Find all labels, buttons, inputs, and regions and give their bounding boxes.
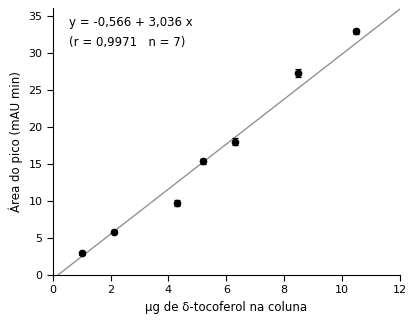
Text: y = -0,566 + 3,036 x: y = -0,566 + 3,036 x	[69, 16, 193, 29]
X-axis label: μg de δ-tocoferol na coluna: μg de δ-tocoferol na coluna	[145, 301, 308, 314]
Text: (r = 0,9971   n = 7): (r = 0,9971 n = 7)	[69, 36, 185, 50]
Y-axis label: Área do pico (mAU min): Área do pico (mAU min)	[8, 71, 23, 212]
